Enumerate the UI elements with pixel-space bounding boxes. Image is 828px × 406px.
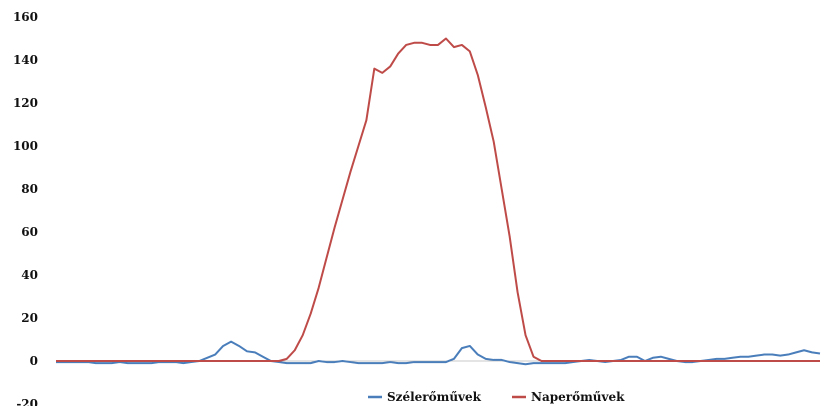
y-tick-label: 40 (21, 268, 38, 282)
y-tick-label: -20 (16, 397, 38, 406)
legend: Szélerőművek Naperőművek (368, 390, 625, 404)
y-tick-label: 20 (21, 311, 38, 325)
y-tick-label: 60 (21, 225, 38, 239)
y-axis: -20 0 20 40 60 80 100 120 140 160 (13, 10, 38, 406)
legend-label: Naperőművek (531, 390, 625, 404)
series-line-szeleromuvek (56, 340, 821, 366)
y-tick-label: 100 (13, 139, 38, 153)
y-tick-label: 0 (30, 354, 38, 368)
y-tick-label: 80 (21, 182, 38, 196)
series-line-naperomuvek (56, 37, 820, 362)
y-tick-label: 160 (13, 10, 38, 24)
legend-label: Szélerőművek (387, 390, 482, 404)
y-tick-label: 120 (13, 96, 38, 110)
y-tick-label: 140 (13, 53, 38, 67)
plot-area (56, 37, 821, 366)
